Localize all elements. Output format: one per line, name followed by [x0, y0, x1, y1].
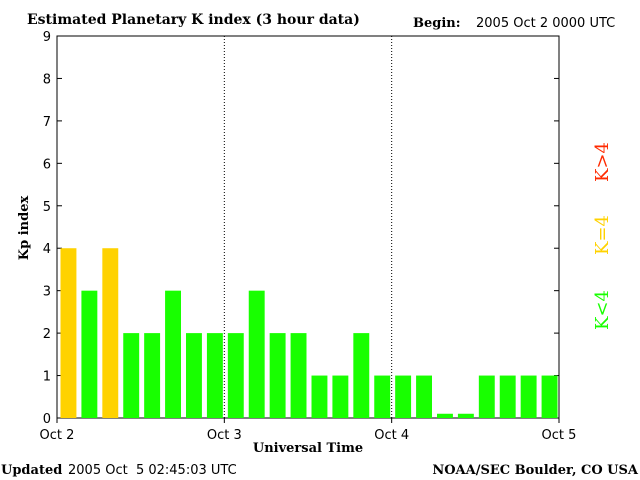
x-tick-label: Oct 3 — [207, 428, 242, 443]
chart-title: Estimated Planetary K index (3 hour data… — [27, 12, 360, 28]
kp-bar — [520, 375, 537, 418]
plot-area: 0 1 2 3 4 5 6 7 8 9 Oct 2 Oct 3 Oct 4 Oct 5 — [40, 30, 577, 443]
x-axis-label: Universal Time — [253, 441, 363, 456]
kp-bar — [227, 333, 244, 418]
kp-bar — [353, 333, 370, 418]
kp-bar — [290, 333, 307, 418]
begin-value: 2005 Oct 2 0000 UTC — [476, 16, 615, 31]
kp-bar — [457, 413, 474, 418]
x-tick-label: Oct 5 — [542, 428, 577, 443]
legend-item: K=4 — [592, 215, 613, 255]
y-tick-label: 3 — [43, 285, 51, 300]
y-tick-label: 4 — [43, 242, 51, 257]
y-tick-label: 9 — [43, 30, 51, 45]
y-tick-label: 2 — [43, 327, 51, 342]
kp-bar — [81, 290, 98, 418]
begin-label: Begin: — [413, 16, 461, 31]
kp-bar — [60, 248, 77, 418]
y-tick-label: 1 — [43, 370, 51, 385]
y-tick-label: 5 — [43, 200, 51, 215]
y-tick-label: 7 — [43, 115, 51, 130]
kp-bar — [374, 375, 391, 418]
kp-bar — [311, 375, 328, 418]
kp-bar — [102, 248, 119, 418]
kp-bar — [437, 413, 453, 418]
kp-bar — [248, 290, 265, 418]
x-tick-label: Oct 2 — [40, 428, 75, 443]
legend: K<4 K=4 K>4 — [592, 142, 613, 330]
kp-bar — [416, 375, 432, 418]
kp-bar — [269, 333, 286, 418]
source-credit: NOAA/SEC Boulder, CO USA — [432, 463, 639, 478]
y-tick-label: 8 — [43, 72, 51, 87]
kp-bar — [123, 333, 140, 418]
kp-bar — [478, 375, 495, 418]
kp-bar — [541, 375, 558, 418]
y-axis-label: Kp index — [17, 196, 32, 261]
legend-item: K>4 — [592, 142, 613, 182]
x-tick-label: Oct 4 — [374, 428, 409, 443]
updated-value: 2005 Oct 5 02:45:03 UTC — [68, 463, 237, 478]
kp-bar — [332, 375, 349, 418]
legend-item: K<4 — [592, 290, 613, 330]
kp-bar — [165, 290, 181, 418]
plot-frame — [56, 35, 560, 419]
updated-label: Updated — [1, 463, 62, 478]
y-tick-label: 6 — [43, 157, 51, 172]
kp-bar — [144, 333, 161, 418]
kp-bar — [206, 333, 223, 418]
y-tick-label: 0 — [43, 412, 51, 427]
kp-bar — [186, 333, 202, 418]
kp-bar — [395, 375, 412, 418]
kp-bar — [499, 375, 516, 418]
